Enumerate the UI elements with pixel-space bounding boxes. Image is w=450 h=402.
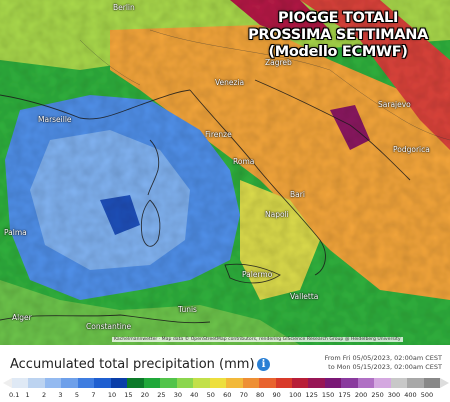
colorbar-ticks: 0.1 1 2 3 5 7 10 15 20 25 30 40 50 60 70 80 90 100 125 150 1… bbox=[9, 391, 440, 401]
colorbar-tick-label: 300 bbox=[387, 391, 401, 399]
colorbar-segment bbox=[324, 378, 342, 388]
city-label-palermo: Palermo bbox=[242, 270, 273, 279]
colorbar-tick-label: 150 bbox=[321, 391, 335, 399]
time-range-to: to Mon 05/15/2023, 02:00am CEST bbox=[328, 363, 442, 371]
city-label-tunis: Tunis bbox=[178, 305, 197, 314]
colorbar-segment bbox=[110, 378, 128, 388]
city-label-alger: Alger bbox=[12, 313, 32, 322]
city-label-roma: Roma bbox=[233, 157, 255, 166]
colorbar-tick-label: 90 bbox=[272, 391, 281, 399]
colorbar-tick-label: 100 bbox=[288, 391, 302, 399]
colorbar-tick-label: 80 bbox=[256, 391, 265, 399]
colorbar-segment bbox=[423, 378, 441, 388]
colorbar-segment bbox=[341, 378, 358, 388]
city-label-zagreb: Zagreb bbox=[265, 58, 292, 67]
colorbar-tick-label: 175 bbox=[338, 391, 351, 399]
legend-title: Accumulated total precipitation (mm) bbox=[10, 357, 255, 372]
map-title: PIOGGE TOTALI PROSSIMA SETTIMANA (Modell… bbox=[248, 10, 428, 61]
colorbar-tick-label: 200 bbox=[354, 391, 368, 399]
precip-area-magenta bbox=[230, 0, 330, 40]
colorbar-tick-label: 1 bbox=[25, 391, 30, 399]
city-label-marseille: Marseille bbox=[38, 115, 72, 124]
colorbar-segment bbox=[357, 378, 375, 388]
map-canvas bbox=[0, 0, 450, 345]
colorbar-segment bbox=[242, 378, 260, 388]
colorbar-tick-label: 30 bbox=[173, 391, 182, 399]
time-range: From Fri 05/05/2023, 02:00am CEST to Mon… bbox=[325, 354, 442, 372]
colorbar-segment bbox=[374, 378, 391, 388]
title-line-2: PROSSIMA SETTIMANA bbox=[248, 27, 428, 43]
colorbar-tick-label: 5 bbox=[74, 391, 80, 399]
precip-area-purple bbox=[330, 105, 370, 150]
colorbar-segment bbox=[193, 378, 210, 388]
colorbar-segment bbox=[259, 378, 276, 388]
colorbar-max-arrow bbox=[440, 378, 449, 388]
colorbar-segment bbox=[291, 378, 309, 388]
colorbar-segment bbox=[12, 378, 29, 388]
colorbar-segment bbox=[176, 378, 194, 388]
colorbar-segment bbox=[44, 378, 62, 388]
precip-area-south bbox=[0, 280, 300, 345]
colorbar-tick-label: 40 bbox=[190, 391, 199, 399]
precip-area-yellow bbox=[240, 180, 320, 300]
colorbar-tick-label: 70 bbox=[239, 391, 248, 399]
colorbar-segment bbox=[61, 378, 78, 388]
colorbar-segment bbox=[143, 378, 161, 388]
colorbar-segment bbox=[28, 378, 45, 388]
colorbar-tick-label: 10 bbox=[107, 391, 117, 399]
city-label-venezia: Venezia bbox=[215, 78, 245, 87]
map-attribution[interactable]: Kachelmannwetter · Map data © OpenStreet… bbox=[112, 337, 403, 342]
colorbar-segment bbox=[308, 378, 325, 388]
colorbar-segment bbox=[275, 378, 292, 388]
city-label-firenze: Firenze bbox=[205, 130, 232, 139]
city-label-napoli: Napoli bbox=[265, 210, 289, 219]
city-label-valletta: Valletta bbox=[290, 292, 319, 301]
info-icon[interactable]: i bbox=[257, 358, 270, 371]
colorbar-segment bbox=[407, 378, 424, 388]
precip-area-orange bbox=[110, 25, 450, 300]
title-line-3: (Modello ECMWF) bbox=[268, 44, 408, 60]
time-range-from: From Fri 05/05/2023, 02:00am CEST bbox=[324, 354, 442, 362]
colorbar-segment bbox=[127, 378, 144, 388]
colorbar-tick-label: 20 bbox=[140, 391, 150, 399]
colorbar-tick-label: 400 bbox=[404, 391, 417, 399]
precipitation-map[interactable]: PIOGGE TOTALI PROSSIMA SETTIMANA (Modell… bbox=[0, 0, 450, 345]
colorbar-segment bbox=[209, 378, 227, 388]
colorbar-tick-label: 25 bbox=[157, 391, 166, 399]
city-label-podgorica: Podgorica bbox=[393, 145, 430, 154]
precip-area-darkblue bbox=[100, 195, 140, 235]
coastlines bbox=[0, 79, 411, 324]
colorbar-segment bbox=[77, 378, 95, 388]
legend-panel: Accumulated total precipitation (mm) i F… bbox=[0, 345, 450, 402]
colorbar-segment bbox=[94, 378, 111, 388]
colorbar-tick-label: 125 bbox=[305, 391, 318, 399]
city-label-constantine: Constantine bbox=[86, 322, 132, 331]
colorbar-tick-label: 250 bbox=[371, 391, 384, 399]
colorbar-tick-label: 0.1 bbox=[9, 391, 20, 399]
colorbar-tick-label: 500 bbox=[420, 391, 434, 399]
colorbar-segment bbox=[226, 378, 243, 388]
precip-area-red bbox=[170, 0, 450, 150]
city-label-bari: Bari bbox=[290, 190, 305, 199]
title-line-1: PIOGGE TOTALI bbox=[278, 10, 399, 26]
borders bbox=[79, 29, 450, 141]
colorbar-min-arrow bbox=[3, 378, 12, 388]
colorbar-tick-label: 60 bbox=[223, 391, 232, 399]
city-label-palma: Palma bbox=[4, 228, 27, 237]
colorbar-tick-label: 7 bbox=[91, 391, 96, 399]
colorbar-segment bbox=[160, 378, 177, 388]
colorbar-segment bbox=[390, 378, 408, 388]
colorbar-tick-label: 3 bbox=[58, 391, 63, 399]
colorbar-tick-label: 50 bbox=[206, 391, 215, 399]
colorbar bbox=[12, 378, 441, 388]
city-label-berlin: Berlin bbox=[113, 3, 135, 12]
city-label-sarajevo: Sarajevo bbox=[378, 100, 411, 109]
colorbar-tick-label: 2 bbox=[41, 391, 47, 399]
colorbar-tick-label: 15 bbox=[124, 391, 133, 399]
